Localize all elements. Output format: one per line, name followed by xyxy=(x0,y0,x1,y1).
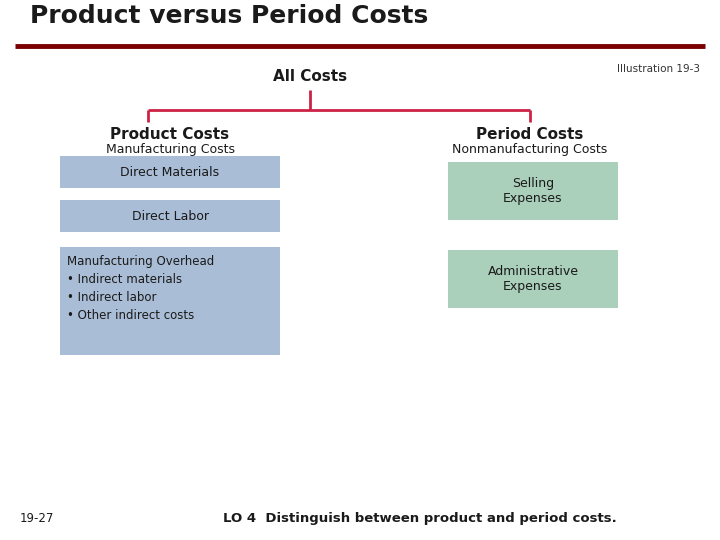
Text: Product versus Period Costs: Product versus Period Costs xyxy=(30,4,428,28)
Text: Administrative
Expenses: Administrative Expenses xyxy=(487,265,578,293)
Text: Period Costs: Period Costs xyxy=(477,127,584,142)
Text: Selling
Expenses: Selling Expenses xyxy=(503,177,563,205)
Text: 19-27: 19-27 xyxy=(20,512,55,525)
FancyBboxPatch shape xyxy=(60,200,280,232)
Text: Manufacturing Overhead
• Indirect materials
• Indirect labor
• Other indirect co: Manufacturing Overhead • Indirect materi… xyxy=(67,255,215,322)
Text: Illustration 19-3: Illustration 19-3 xyxy=(617,64,700,74)
FancyBboxPatch shape xyxy=(448,162,618,220)
Text: Nonmanufacturing Costs: Nonmanufacturing Costs xyxy=(452,143,608,156)
Text: All Costs: All Costs xyxy=(273,69,347,84)
Text: Product Costs: Product Costs xyxy=(110,127,230,142)
FancyBboxPatch shape xyxy=(60,156,280,188)
Text: Manufacturing Costs: Manufacturing Costs xyxy=(106,143,235,156)
FancyBboxPatch shape xyxy=(448,250,618,308)
Text: LO 4  Distinguish between product and period costs.: LO 4 Distinguish between product and per… xyxy=(223,512,617,525)
FancyBboxPatch shape xyxy=(60,247,280,355)
Text: Direct Materials: Direct Materials xyxy=(120,165,220,179)
Text: Direct Labor: Direct Labor xyxy=(132,210,209,222)
